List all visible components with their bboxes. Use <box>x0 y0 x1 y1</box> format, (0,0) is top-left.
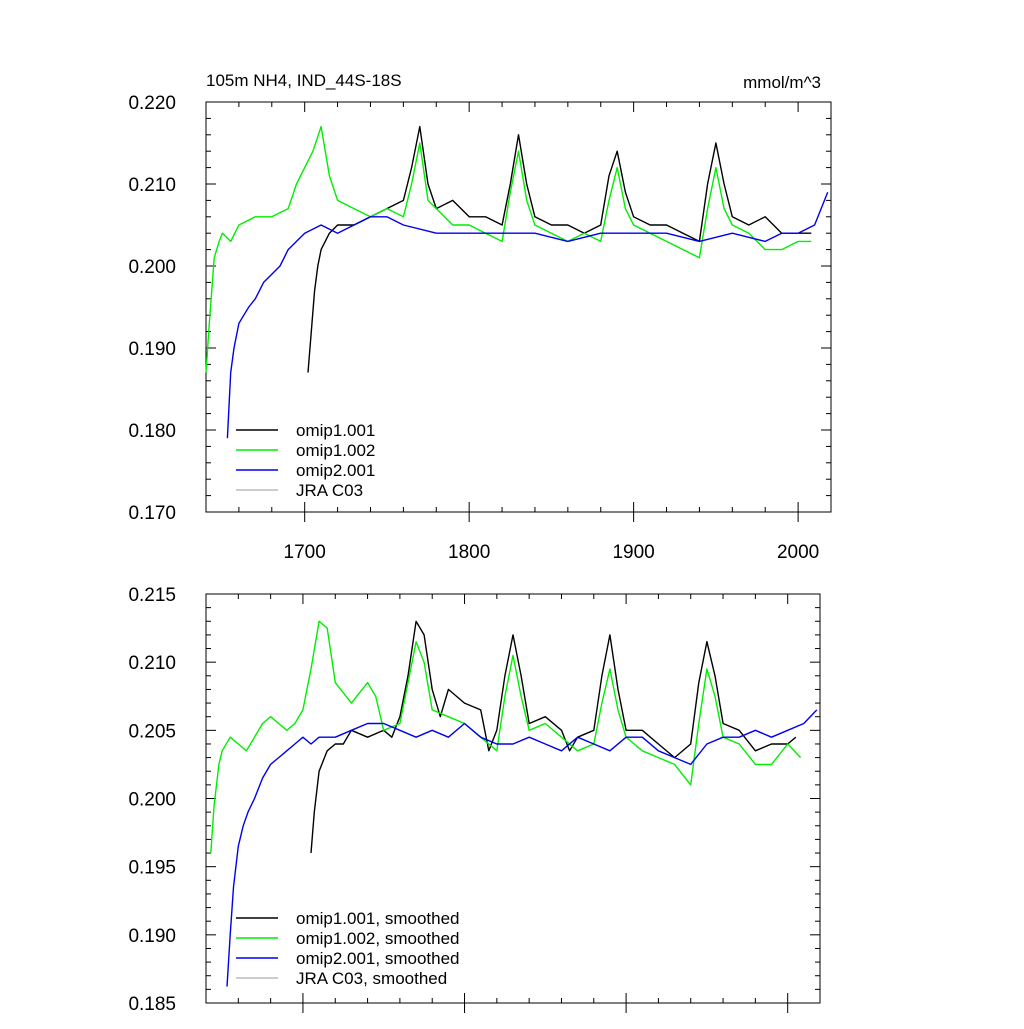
plot-frame <box>205 101 832 513</box>
y-tick-label: 0.200 <box>128 257 176 278</box>
x-tick-label: 1900 <box>612 542 654 563</box>
series-line-0 <box>307 125 812 373</box>
y-tick-label: 0.190 <box>128 926 176 947</box>
series-line-2 <box>226 709 818 987</box>
x-tick-label: 2000 <box>777 542 819 563</box>
y-tick-label: 0.195 <box>128 858 176 879</box>
y-tick-label: 0.210 <box>128 653 176 674</box>
chart-units: mmol/m^3 <box>743 73 821 92</box>
x-tick-label: 1800 <box>448 542 490 563</box>
legend-label: JRA C03 <box>296 481 363 500</box>
y-tick-label: 0.220 <box>128 93 176 114</box>
x-tick-label: 1700 <box>284 542 326 563</box>
y-tick-label: 0.215 <box>128 585 176 606</box>
y-tick-label: 0.180 <box>128 421 176 442</box>
y-tick-label: 0.200 <box>128 790 176 811</box>
top-panel: 0.170 0.180 0.190 0.200 0.210 0.220 1700 1800 19… <box>128 71 832 563</box>
chart-title: 105m NH4, IND_44S-18S <box>206 71 402 90</box>
legend-label: omip1.002 <box>296 441 375 460</box>
y-tick-label: 0.210 <box>128 175 176 196</box>
bottom-panel: 0.185 0.190 0.195 0.200 0.205 0.210 0.215 omip1… <box>128 585 821 1015</box>
y-tick-label: 0.205 <box>128 721 176 742</box>
legend-label: omip1.001 <box>296 421 375 440</box>
legend-label: omip2.001, smoothed <box>296 949 460 968</box>
y-tick-label: 0.170 <box>128 503 176 524</box>
legend-label: omip1.001, smoothed <box>296 909 460 928</box>
legend-label: omip1.002, smoothed <box>296 929 460 948</box>
y-tick-label: 0.185 <box>128 994 176 1015</box>
legend-label: omip2.001 <box>296 461 375 480</box>
legend-label: JRA C03, smoothed <box>296 969 447 988</box>
series-line-0 <box>310 620 797 854</box>
y-tick-label: 0.190 <box>128 339 176 360</box>
series-line-1 <box>210 620 802 854</box>
series-line-2 <box>226 191 829 439</box>
